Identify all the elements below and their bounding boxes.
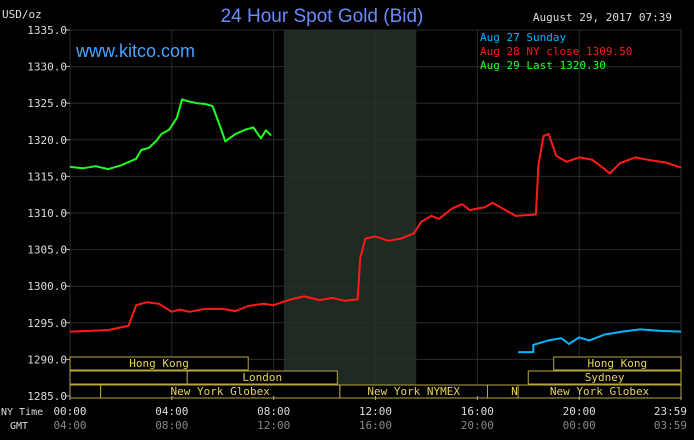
x-tick-label-ny: 12:00 — [359, 405, 392, 418]
currency-label: USD/oz — [2, 8, 42, 21]
x-axis: NY Time GMT 00:0004:0004:0008:0008:0012:… — [1, 396, 687, 432]
legend-item-aug28: Aug 28 NY close 1309.50 — [480, 45, 632, 58]
x-tick-label-gmt: 08:00 — [155, 419, 188, 432]
y-tick-label: 1285.0 — [27, 390, 67, 403]
session-label: Hong Kong — [129, 357, 189, 370]
x-tick-label-gmt: 04:00 — [53, 419, 86, 432]
y-tick-label: 1330.0 — [27, 61, 67, 74]
series-lines — [69, 98, 682, 354]
session-bar — [527, 370, 682, 385]
y-tick-label: 1325.0 — [27, 97, 67, 110]
watermark: www.kitco.com — [75, 41, 195, 61]
session-bar — [553, 356, 682, 371]
session-label: Hong Kong — [588, 357, 648, 370]
x-tick-label-ny: 04:00 — [155, 405, 188, 418]
session-label: New York NYMEX — [367, 385, 460, 398]
x-tick-label-gmt: 12:00 — [257, 419, 290, 432]
y-tick-label: 1300.0 — [27, 280, 67, 293]
y-tick-label: 1310.0 — [27, 207, 67, 220]
x-tick-label-ny: 23:59 — [654, 405, 687, 418]
timestamp: August 29, 2017 07:39 — [533, 11, 672, 24]
y-tick-label: 1315.0 — [27, 170, 67, 183]
x-tick-label-ny: 20:00 — [563, 405, 596, 418]
x-tick-label-ny: 08:00 — [257, 405, 290, 418]
session-label: New York Globex — [171, 385, 271, 398]
session-label: London — [242, 371, 282, 384]
x-tick-label-gmt: 16:00 — [359, 419, 392, 432]
session-spacer — [69, 370, 188, 385]
session-bar — [517, 384, 682, 399]
session-bar — [69, 356, 249, 371]
series-line — [518, 328, 682, 354]
series-line — [69, 132, 682, 333]
legend-item-aug29: Aug 29 Last 1320.30 — [480, 59, 606, 72]
chart-title: 24 Hour Spot Gold (Bid) — [221, 6, 424, 27]
legend-item-aug27: Aug 27 Sunday — [480, 31, 566, 44]
ny-time-label: NY Time — [1, 407, 43, 418]
y-tick-label: 1320.0 — [27, 134, 67, 147]
y-tick-label: 1295.0 — [27, 317, 67, 330]
y-tick-label: 1335.0 — [27, 24, 67, 37]
series-line — [69, 98, 272, 171]
y-tick-label: 1305.0 — [27, 244, 67, 257]
session-label: Sydney — [585, 371, 625, 384]
x-tick-label-gmt: 03:59 — [654, 419, 687, 432]
x-tick-label-ny: 16:00 — [461, 405, 494, 418]
gmt-label: GMT — [10, 421, 28, 432]
legend: Aug 27 Sunday Aug 28 NY close 1309.50 Au… — [480, 31, 632, 72]
x-tick-label-gmt: 00:00 — [563, 419, 596, 432]
y-tick-label: 1290.0 — [27, 353, 67, 366]
x-tick-label-gmt: 20:00 — [461, 419, 494, 432]
session-label: New York Globex — [550, 385, 650, 398]
y-axis-ticks: 1335.0 1330.0 1325.0 1320.0 1315.0 1310.0 1305… — [27, 24, 70, 403]
x-tick-label-ny: 00:00 — [53, 405, 86, 418]
session-spacer — [69, 384, 102, 399]
